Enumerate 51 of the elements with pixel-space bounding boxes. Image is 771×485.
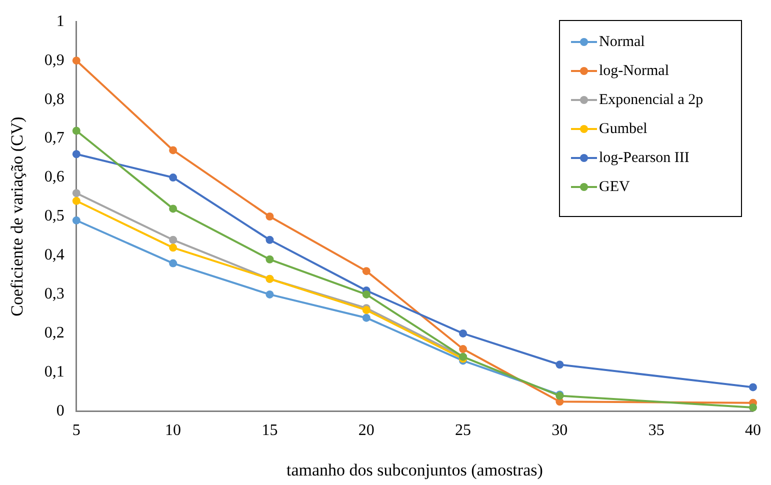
- x-tick-label: 15: [262, 422, 278, 440]
- y-tick-label: 0,6: [44, 168, 64, 186]
- point: [266, 290, 274, 298]
- x-tick-label: 40: [745, 422, 761, 440]
- x-tick-label: 10: [165, 422, 182, 440]
- point: [169, 204, 178, 213]
- legend-label: Normal: [599, 34, 645, 50]
- x-tick-label: 35: [648, 422, 664, 440]
- point: [266, 212, 274, 220]
- point: [266, 236, 274, 244]
- point: [72, 56, 80, 65]
- point: [362, 290, 370, 298]
- legend-label: Gumbel: [599, 120, 648, 137]
- point: [72, 150, 80, 158]
- point: [749, 383, 757, 392]
- y-tick-label: 0,4: [44, 246, 64, 264]
- y-tick-label: 0: [56, 402, 64, 420]
- point: [72, 126, 80, 135]
- y-axis-title: Coeficiente de variação (CV): [8, 116, 27, 316]
- y-tick-label: 0,7: [44, 130, 64, 147]
- y-tick-label: 0,1: [44, 364, 64, 381]
- legend-label: GEV: [599, 178, 630, 195]
- y-tick-label: 0,2: [44, 324, 64, 342]
- point: [459, 345, 468, 354]
- y-tick-label: 0,8: [44, 90, 64, 108]
- legend-label: log-Normal: [599, 62, 669, 79]
- x-tick-label: 25: [455, 422, 472, 440]
- point: [362, 267, 370, 276]
- x-tick-label: 30: [552, 422, 568, 440]
- y-tick-label: 0,9: [44, 52, 64, 69]
- legend-label: log-Pearson III: [599, 150, 690, 166]
- point: [266, 255, 274, 264]
- point: [72, 216, 80, 224]
- x-tick-label: 5: [72, 422, 80, 440]
- point: [169, 236, 178, 244]
- point: [749, 404, 757, 412]
- x-axis-title: tamanho dos subconjuntos (amostras): [286, 460, 543, 480]
- point: [169, 259, 178, 268]
- point: [556, 360, 564, 369]
- point: [169, 146, 178, 154]
- x-tick-label: 20: [358, 422, 374, 440]
- point: [72, 189, 80, 198]
- point: [459, 329, 468, 338]
- y-tick-label: 1: [56, 12, 64, 30]
- point: [169, 244, 178, 252]
- y-tick-label: 0,3: [44, 286, 64, 303]
- y-tick-label: 0,5: [44, 208, 64, 225]
- point: [169, 174, 178, 182]
- point: [362, 314, 370, 322]
- point: [72, 196, 80, 205]
- legend-label: Exponencial a 2p: [599, 92, 704, 108]
